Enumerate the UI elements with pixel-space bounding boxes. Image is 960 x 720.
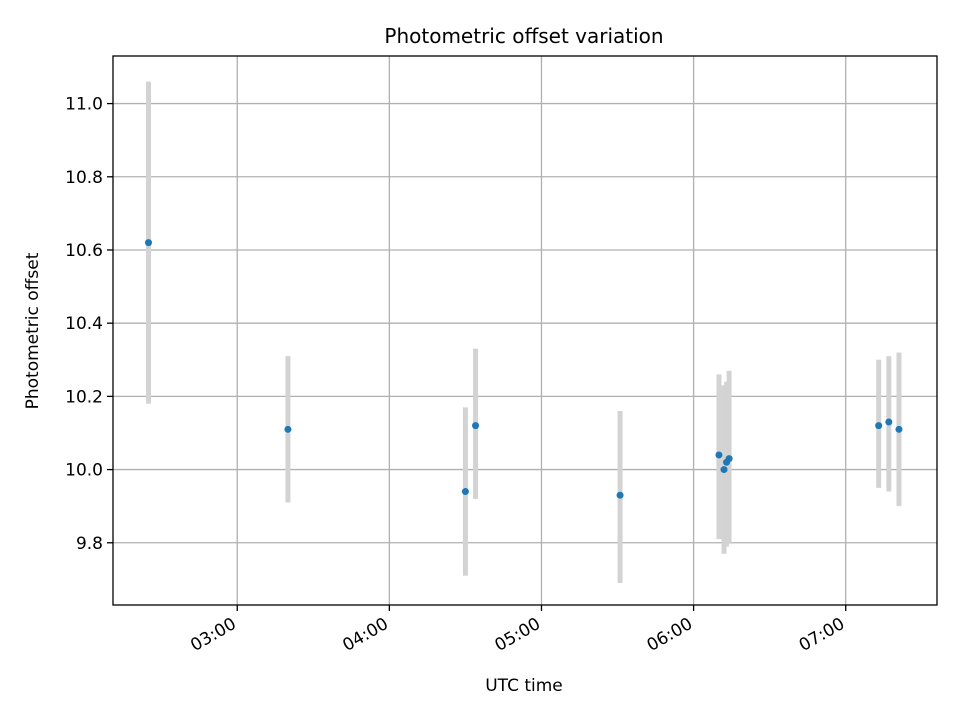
data-point — [284, 425, 292, 433]
data-point — [875, 422, 883, 430]
data-point — [715, 451, 723, 459]
data-points — [144, 239, 903, 499]
y-axis: 9.8 10.0 10.2 10.4 10.6 10.8 11.0 — [65, 95, 113, 554]
x-axis: 03:00 04:00 05:00 06:00 07:00 — [187, 605, 848, 656]
errorbars — [145, 81, 902, 584]
data-point — [472, 422, 480, 430]
x-tick-label: 05:00 — [492, 614, 544, 656]
grid — [113, 56, 937, 605]
x-axis-label: UTC time — [485, 676, 563, 696]
y-tick-label: 10.2 — [65, 387, 103, 407]
x-tick-label: 06:00 — [644, 614, 696, 656]
data-point — [725, 455, 733, 463]
y-axis-label: Photometric offset — [23, 252, 43, 409]
y-tick-label: 10.4 — [65, 314, 103, 334]
plot-frame — [112, 55, 938, 606]
x-tick-label: 04:00 — [339, 614, 391, 656]
y-tick-label: 11.0 — [65, 95, 103, 115]
data-point — [144, 239, 152, 247]
x-tick-label: 07:00 — [796, 614, 848, 656]
data-point — [720, 466, 728, 474]
chart-title: Photometric offset variation — [384, 24, 663, 48]
data-point — [885, 418, 893, 426]
y-tick-label: 10.0 — [65, 461, 103, 481]
x-tick-label: 03:00 — [187, 614, 239, 656]
data-point — [616, 491, 624, 499]
y-tick-label: 9.8 — [76, 534, 103, 554]
data-point — [461, 488, 469, 496]
data-point — [895, 425, 903, 433]
y-tick-label: 10.6 — [65, 241, 103, 261]
y-tick-label: 10.8 — [65, 168, 103, 188]
